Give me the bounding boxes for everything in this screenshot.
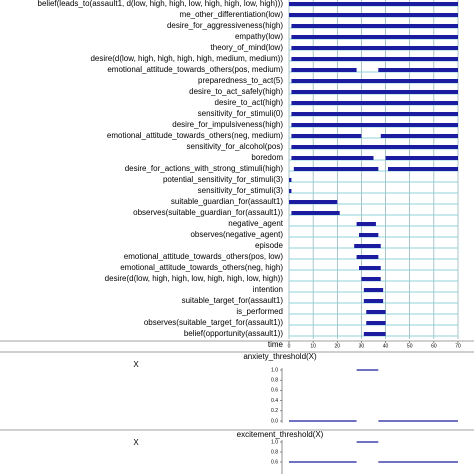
y-tick-label: 0.2 bbox=[271, 408, 278, 414]
true-bar bbox=[291, 68, 357, 72]
row-label: me_other_differentiation(low) bbox=[180, 10, 284, 19]
row-label: desire_for_impulsiveness(high) bbox=[172, 120, 283, 129]
true-bar bbox=[291, 112, 458, 116]
true-bar bbox=[291, 134, 362, 138]
true-bar bbox=[354, 244, 381, 248]
true-bar bbox=[293, 167, 379, 171]
true-bar bbox=[289, 13, 458, 17]
true-bar bbox=[378, 68, 458, 72]
true-bar bbox=[356, 222, 376, 226]
row-label: sensitivity_for_stimuli(3) bbox=[198, 186, 284, 195]
row-label: suitable_guardian_for(assault1) bbox=[171, 197, 283, 206]
true-bar bbox=[291, 123, 458, 127]
row-label: suitable_target_for(assault1) bbox=[182, 296, 284, 305]
true-bar bbox=[291, 46, 458, 50]
row-label: desire_to_act(high) bbox=[215, 98, 284, 107]
y-axis-label: X bbox=[133, 360, 139, 369]
true-bar bbox=[291, 101, 458, 105]
x-axis-label: time bbox=[268, 340, 284, 349]
true-bar bbox=[291, 156, 374, 160]
true-bar bbox=[359, 233, 379, 237]
row-label: observes(suitable_target_for(assault1)) bbox=[144, 318, 284, 327]
true-bar bbox=[366, 310, 386, 314]
true-bar bbox=[380, 134, 458, 138]
true-bar bbox=[363, 288, 384, 292]
y-tick-label: 0.8 bbox=[271, 378, 278, 384]
true-bar bbox=[291, 24, 458, 28]
row-label: desire(d(low, high, high, high, high, me… bbox=[90, 54, 283, 63]
row-label: desire(d(low, high, high, low, high, hig… bbox=[105, 274, 284, 283]
true-bar bbox=[291, 79, 458, 83]
true-bar bbox=[291, 211, 340, 215]
true-bar bbox=[289, 2, 458, 6]
y-tick-label: 1.0 bbox=[271, 439, 278, 445]
x-tick-label: 20 bbox=[335, 343, 341, 349]
row-label: observes(negative_agent) bbox=[190, 230, 283, 239]
y-tick-label: 0.6 bbox=[271, 388, 278, 394]
x-tick-label: 40 bbox=[383, 343, 389, 349]
row-label: desire_to_act_safely(high) bbox=[189, 87, 283, 96]
row-label: potential_sensitivity_for_stimuli(3) bbox=[163, 175, 283, 184]
row-label: negative_agent bbox=[228, 219, 283, 228]
row-label: belief(leads_to(assault1, d(low, high, h… bbox=[38, 0, 284, 8]
true-bar bbox=[359, 266, 381, 270]
true-bar bbox=[289, 189, 292, 193]
true-bar bbox=[289, 178, 292, 182]
row-label: emotional_attitude_towards_others(pos, m… bbox=[107, 65, 283, 74]
x-tick-label: 30 bbox=[359, 343, 365, 349]
row-label: empathy(low) bbox=[235, 32, 283, 41]
x-tick-label: 10 bbox=[310, 343, 316, 349]
row-label: desire_for_actions_with_strong_stimuli(h… bbox=[125, 164, 284, 173]
true-bar bbox=[363, 299, 384, 303]
row-label: intention bbox=[253, 285, 283, 294]
y-axis-label: X bbox=[133, 438, 139, 447]
true-bar bbox=[363, 332, 386, 336]
row-label: observes(suitable_guardian_for(assault1)… bbox=[133, 208, 283, 217]
x-tick-label: 70 bbox=[455, 343, 461, 349]
x-tick-label: 0 bbox=[288, 343, 291, 349]
y-tick-label: 0.6 bbox=[271, 459, 278, 465]
x-tick-label: 50 bbox=[407, 343, 413, 349]
row-label: emotional_attitude_towards_others(neg, m… bbox=[107, 131, 283, 140]
y-tick-label: 1.0 bbox=[271, 367, 278, 373]
true-bar bbox=[291, 35, 458, 39]
true-bar bbox=[291, 57, 458, 61]
true-bar bbox=[366, 321, 386, 325]
row-label: theory_of_mind(low) bbox=[211, 43, 284, 52]
row-label: boredom bbox=[251, 153, 283, 162]
row-label: is_performed bbox=[236, 307, 283, 316]
row-label: emotional_attitude_towards_others(pos, l… bbox=[124, 252, 284, 261]
subplot-title: excitement_threshold(X) bbox=[237, 430, 324, 439]
subplot-title: anxiety_threshold(X) bbox=[243, 352, 317, 361]
x-tick-label: 60 bbox=[431, 343, 437, 349]
true-bar bbox=[361, 277, 381, 281]
y-tick-label: 0.4 bbox=[271, 398, 278, 404]
row-label: belief(opportunity(assault1)) bbox=[184, 329, 283, 338]
row-label: desire_for_aggressiveness(high) bbox=[167, 21, 283, 30]
true-bar bbox=[387, 167, 458, 171]
true-bar bbox=[356, 255, 379, 259]
y-tick-label: 0.8 bbox=[271, 449, 278, 455]
true-bar bbox=[291, 90, 458, 94]
true-bar bbox=[385, 156, 458, 160]
true-bar bbox=[291, 145, 458, 149]
y-tick-label: 0.0 bbox=[271, 418, 278, 424]
true-bar bbox=[289, 200, 338, 204]
row-label: sensitivity_for_stimuli(0) bbox=[198, 109, 284, 118]
row-label: emotional_attitude_towards_others(neg, h… bbox=[120, 263, 283, 272]
row-label: preparedness_to_act(5) bbox=[198, 76, 283, 85]
row-label: sensitivity_for_alcohol(pos) bbox=[187, 142, 284, 151]
row-label: episode bbox=[255, 241, 284, 250]
